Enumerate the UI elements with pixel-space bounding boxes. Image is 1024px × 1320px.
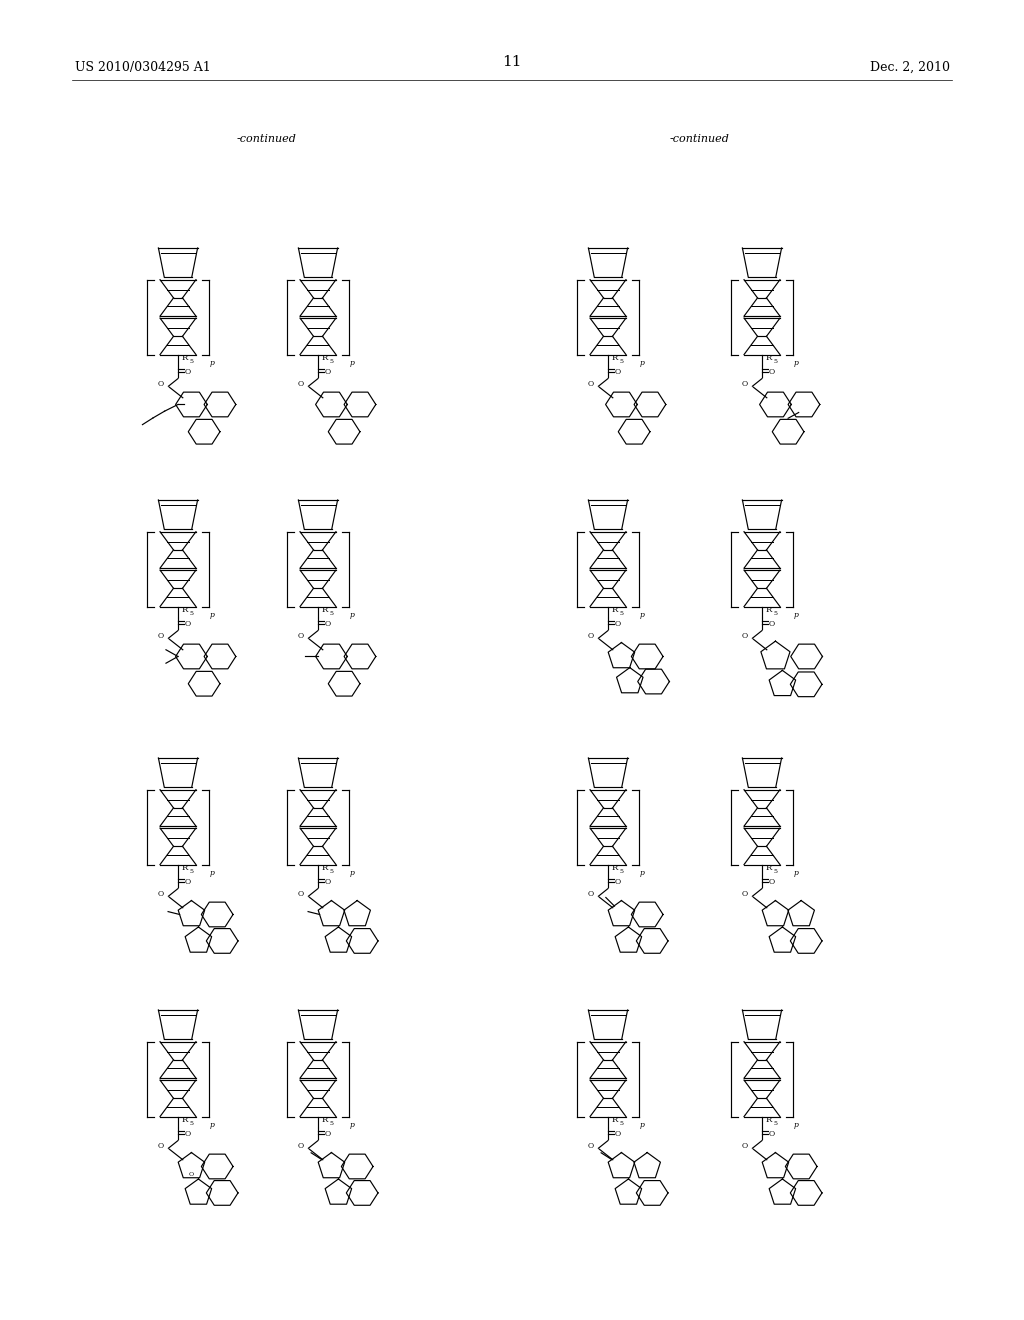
- Text: O: O: [298, 380, 304, 388]
- Text: 5: 5: [330, 869, 334, 874]
- Text: O: O: [614, 878, 621, 886]
- Text: p: p: [640, 359, 645, 367]
- Text: p: p: [350, 611, 355, 619]
- Text: p: p: [210, 359, 215, 367]
- Text: 5: 5: [620, 869, 624, 874]
- Text: O: O: [614, 1130, 621, 1138]
- Text: R: R: [322, 606, 328, 614]
- Text: O: O: [768, 368, 774, 376]
- Text: 5: 5: [330, 611, 334, 615]
- Text: R: R: [612, 354, 618, 362]
- Text: 5: 5: [620, 359, 624, 364]
- Text: O: O: [588, 1142, 594, 1150]
- Text: O: O: [184, 878, 190, 886]
- Text: 5: 5: [189, 869, 194, 874]
- Text: O: O: [768, 1130, 774, 1138]
- Text: O: O: [325, 878, 331, 886]
- Text: 5: 5: [773, 1121, 777, 1126]
- Text: p: p: [210, 1122, 215, 1130]
- Text: R: R: [766, 1117, 772, 1125]
- Text: 5: 5: [773, 869, 777, 874]
- Text: p: p: [795, 1122, 799, 1130]
- Text: O: O: [588, 380, 594, 388]
- Text: Dec. 2, 2010: Dec. 2, 2010: [870, 61, 950, 74]
- Text: R: R: [322, 1117, 328, 1125]
- Text: O: O: [614, 620, 621, 628]
- Text: O: O: [298, 890, 304, 898]
- Text: O: O: [184, 1130, 190, 1138]
- Text: R: R: [322, 354, 328, 362]
- Text: R: R: [612, 865, 618, 873]
- Text: R: R: [182, 865, 188, 873]
- Text: p: p: [210, 611, 215, 619]
- Text: R: R: [766, 354, 772, 362]
- Text: R: R: [766, 865, 772, 873]
- Text: p: p: [640, 1122, 645, 1130]
- Text: O: O: [741, 890, 748, 898]
- Text: R: R: [612, 606, 618, 614]
- Text: 5: 5: [330, 359, 334, 364]
- Text: R: R: [612, 1117, 618, 1125]
- Text: O: O: [158, 1142, 164, 1150]
- Text: p: p: [350, 1122, 355, 1130]
- Text: O: O: [768, 878, 774, 886]
- Text: O: O: [158, 632, 164, 640]
- Text: O: O: [741, 380, 748, 388]
- Text: O: O: [184, 368, 190, 376]
- Text: 5: 5: [330, 1121, 334, 1126]
- Text: 5: 5: [189, 359, 194, 364]
- Text: O: O: [325, 368, 331, 376]
- Text: p: p: [640, 611, 645, 619]
- Text: -continued: -continued: [670, 135, 730, 144]
- Text: p: p: [350, 359, 355, 367]
- Text: O: O: [298, 632, 304, 640]
- Text: US 2010/0304295 A1: US 2010/0304295 A1: [75, 61, 211, 74]
- Text: 5: 5: [773, 359, 777, 364]
- Text: O: O: [325, 620, 331, 628]
- Text: O: O: [614, 368, 621, 376]
- Text: 5: 5: [189, 1121, 194, 1126]
- Text: -continued: -continued: [238, 135, 297, 144]
- Text: 5: 5: [620, 1121, 624, 1126]
- Text: O: O: [741, 632, 748, 640]
- Text: O: O: [298, 1142, 304, 1150]
- Text: O: O: [588, 632, 594, 640]
- Text: p: p: [640, 870, 645, 878]
- Text: O: O: [768, 620, 774, 628]
- Text: O: O: [325, 1130, 331, 1138]
- Text: p: p: [210, 870, 215, 878]
- Text: O: O: [184, 620, 190, 628]
- Text: p: p: [795, 611, 799, 619]
- Text: O: O: [741, 1142, 748, 1150]
- Text: p: p: [795, 870, 799, 878]
- Text: 5: 5: [620, 611, 624, 615]
- Text: O: O: [188, 1172, 194, 1177]
- Text: R: R: [182, 606, 188, 614]
- Text: R: R: [182, 1117, 188, 1125]
- Text: O: O: [588, 890, 594, 898]
- Text: O: O: [158, 890, 164, 898]
- Text: R: R: [766, 606, 772, 614]
- Text: R: R: [182, 354, 188, 362]
- Text: 5: 5: [189, 611, 194, 615]
- Text: 5: 5: [773, 611, 777, 615]
- Text: p: p: [795, 359, 799, 367]
- Text: O: O: [158, 380, 164, 388]
- Text: 11: 11: [502, 55, 522, 69]
- Text: p: p: [350, 870, 355, 878]
- Text: R: R: [322, 865, 328, 873]
